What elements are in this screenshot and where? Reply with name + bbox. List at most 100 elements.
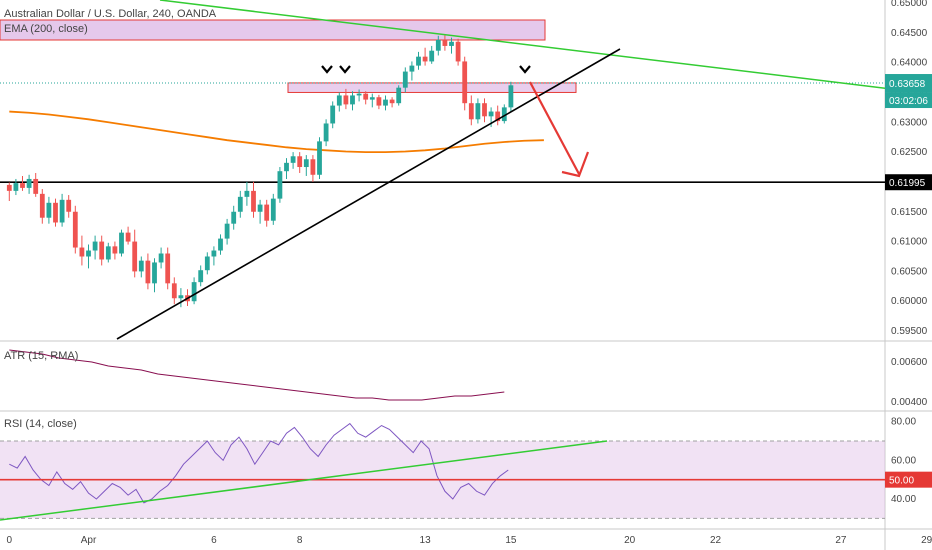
candle-body (363, 93, 369, 100)
ema-label: EMA (200, close) (4, 23, 88, 35)
candle-body (138, 260, 144, 272)
candle-body (501, 107, 507, 122)
candle-body (99, 241, 105, 260)
candle-body (13, 183, 19, 191)
chevron-marker (519, 65, 531, 74)
candle-body (284, 162, 289, 172)
rsi-tick-label: 60.00 (891, 455, 916, 466)
price-tick-label: 0.63000 (891, 117, 928, 128)
time-tick-label: 20 (624, 535, 636, 546)
candle-body (257, 204, 263, 212)
rsi-trendline (0, 440, 608, 521)
candle-body (66, 199, 72, 212)
candle-body (33, 178, 39, 194)
candle-body (416, 56, 421, 66)
candle-body (224, 223, 230, 239)
candle-body (72, 211, 78, 248)
candle-body (237, 196, 243, 212)
chevron-marker (339, 65, 351, 74)
chevron-marker (321, 65, 333, 74)
price-tick-label: 0.61500 (891, 207, 928, 218)
rsi-tick-label: 40.00 (891, 494, 916, 505)
current-price-tag (885, 74, 932, 93)
candle-body (218, 238, 223, 251)
candle-body (356, 93, 362, 96)
countdown-tag (885, 92, 932, 109)
rsi-line (9, 422, 509, 504)
atr-tick-label: 0.00600 (891, 357, 928, 368)
price-tick-label: 0.60500 (891, 266, 928, 277)
candle-body (350, 95, 355, 105)
candle-body (270, 198, 276, 221)
rsi-midline-tag (885, 471, 932, 488)
candle-body (158, 253, 164, 263)
candle-body (86, 250, 91, 257)
candle-body (171, 283, 177, 299)
candle-body (112, 246, 118, 254)
rsi-midline-text: 50.00 (889, 476, 914, 487)
atr-label: ATR (15, RMA) (4, 350, 79, 362)
time-tick-label: 15 (505, 535, 517, 546)
candle-body (46, 202, 52, 218)
candle-body (455, 41, 461, 62)
candle-body (488, 111, 494, 117)
time-tick-label: Apr (81, 535, 97, 546)
price-tick-label: 0.64500 (891, 28, 928, 39)
candle-body (449, 41, 454, 46)
descending-trendline (159, 0, 886, 90)
candle-body (475, 103, 481, 120)
time-tick-label: 6 (211, 535, 217, 546)
candle-body (264, 204, 270, 221)
candle-body (59, 199, 65, 223)
candle-body (389, 99, 395, 104)
candle-body (336, 95, 342, 106)
support-level-text: 0.61995 (889, 178, 926, 189)
candle-body (323, 123, 329, 142)
projection-arrowhead (561, 151, 590, 178)
candle-body (132, 241, 138, 272)
candle-body (125, 232, 131, 242)
chart-title: Australian Dollar / U.S. Dollar, 240, OA… (4, 8, 217, 20)
support-level-tag (885, 174, 932, 191)
candle-body (343, 95, 349, 105)
price-tick-label: 0.60000 (891, 296, 928, 307)
atr-tick-label: 0.00400 (891, 397, 928, 408)
candle-body (152, 262, 157, 284)
candle-body (26, 178, 32, 188)
candle-body (20, 183, 25, 188)
candle-body (105, 246, 111, 260)
candle-body (317, 141, 322, 175)
candle-body (402, 71, 408, 88)
candle-body (330, 105, 336, 124)
candle-body (429, 50, 435, 62)
candle-body (39, 193, 45, 218)
candle-body (251, 190, 256, 212)
candle-body (178, 295, 184, 299)
candle-body (376, 97, 382, 106)
candle-body (79, 247, 85, 257)
candle-body (145, 260, 151, 284)
price-tick-label: 0.65000 (891, 0, 928, 9)
ascending-trendline (116, 48, 621, 340)
price-tick-label: 0.64000 (891, 58, 928, 69)
resistance-zone-upper (0, 19, 546, 41)
countdown-text: 03:02:06 (889, 96, 928, 107)
candle-body (482, 103, 487, 117)
candle-body (244, 190, 250, 197)
candle-body (303, 159, 309, 168)
atr-line (9, 349, 505, 401)
candle-body (290, 156, 296, 163)
candle-body (191, 282, 197, 302)
candle-body (119, 232, 124, 254)
candle-body (92, 241, 98, 251)
time-tick-label: 0 (7, 535, 13, 546)
time-tick-label: 8 (297, 535, 303, 546)
candle-body (422, 56, 428, 62)
rsi-tick-label: 80.00 (891, 417, 916, 428)
price-tick-label: 0.61000 (891, 237, 928, 248)
candle-body (409, 65, 415, 72)
price-tick-label: 0.59500 (891, 326, 928, 337)
candle-body (495, 111, 501, 122)
candle-body (53, 202, 58, 223)
